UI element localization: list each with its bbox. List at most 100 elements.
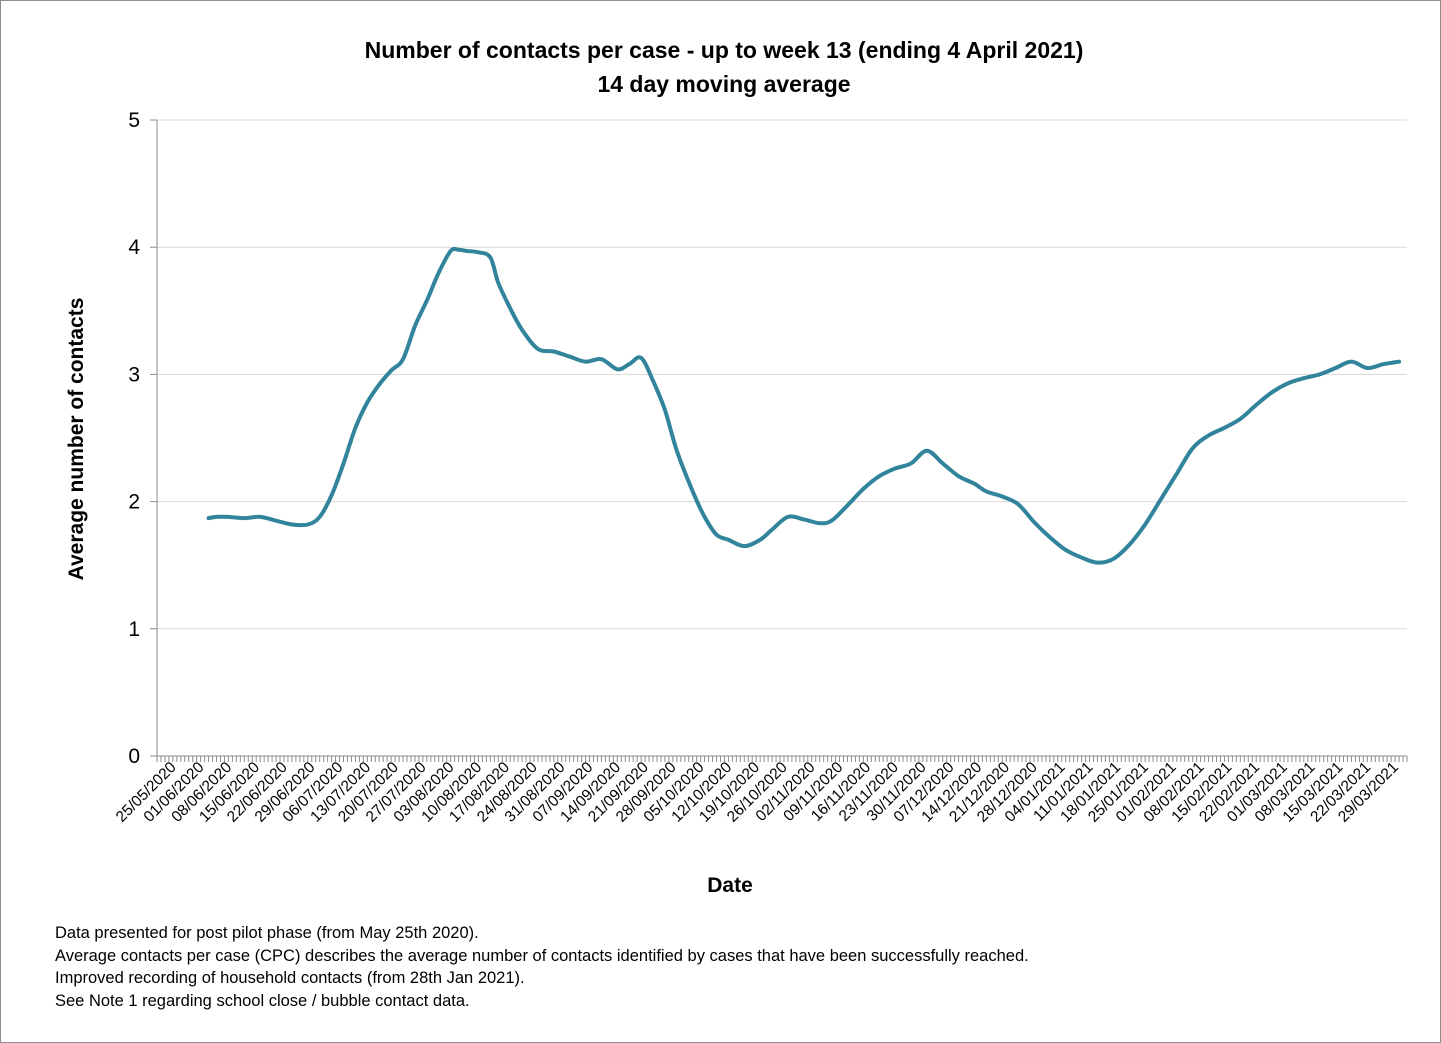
- data-point: [1286, 382, 1290, 385]
- data-point: [770, 528, 774, 531]
- y-tick-label: 5: [128, 109, 140, 132]
- data-point: [1128, 543, 1131, 547]
- data-point: [1080, 556, 1083, 559]
- data-point: [1175, 472, 1179, 475]
- data-point: [258, 515, 262, 519]
- data-point: [786, 515, 790, 519]
- data-point: [215, 515, 218, 519]
- line-chart: Number of contacts per case - up to week…: [65, 37, 1408, 897]
- data-point: [401, 357, 405, 361]
- data-point: [1032, 520, 1036, 524]
- data-point: [318, 515, 321, 519]
- data-point: [508, 307, 512, 310]
- data-point: [520, 328, 524, 332]
- data-point: [330, 494, 333, 497]
- x-axis-title: Date: [707, 874, 753, 897]
- chart-title: Number of contacts per case - up to week…: [365, 37, 1084, 63]
- chart-subtitle: 14 day moving average: [597, 71, 850, 97]
- series-line: [206, 246, 1402, 565]
- data-point: [389, 369, 393, 372]
- data-point: [1143, 523, 1147, 526]
- data-point: [893, 467, 897, 470]
- data-point: [1016, 502, 1020, 506]
- data-point: [413, 324, 417, 328]
- data-point: [1255, 403, 1258, 407]
- data-point: [243, 516, 246, 520]
- data-point: [639, 356, 643, 360]
- data-point: [691, 490, 694, 493]
- footnote: Average contacts per case (CPC) describe…: [55, 946, 1029, 965]
- data-point: [1270, 391, 1274, 394]
- data-point: [1064, 548, 1067, 552]
- y-tick-label: 3: [128, 363, 140, 386]
- data-point: [465, 249, 468, 253]
- data-point: [457, 248, 460, 251]
- data-point: [342, 462, 345, 465]
- data-point: [489, 256, 492, 259]
- data-point: [1048, 536, 1052, 539]
- data-point: [568, 355, 571, 358]
- data-point: [973, 482, 976, 485]
- data-point: [1350, 360, 1353, 363]
- gridlines: [157, 119, 1407, 630]
- data-point: [878, 474, 881, 478]
- data-point: [715, 533, 718, 536]
- data-point: [1334, 366, 1337, 370]
- y-axis-ticks: 0 1 2 3 4 5: [128, 109, 157, 768]
- data-point: [227, 515, 230, 519]
- data-point: [378, 383, 381, 386]
- data-point: [425, 299, 429, 302]
- data-point: [663, 408, 667, 412]
- data-point: [274, 519, 278, 522]
- data-point: [862, 487, 865, 491]
- y-tick-label: 0: [128, 745, 140, 768]
- data-point: [1239, 417, 1242, 421]
- data-point: [207, 516, 210, 520]
- data-point: [1366, 366, 1369, 370]
- data-point: [616, 368, 619, 371]
- data-point: [584, 360, 587, 363]
- data-point: [437, 271, 440, 274]
- data-point: [846, 504, 849, 507]
- data-point: [830, 519, 833, 522]
- data-point: [818, 522, 821, 525]
- data-point: [306, 523, 309, 526]
- footnote: Data presented for post pilot phase (fro…: [55, 924, 479, 942]
- data-point: [925, 449, 929, 452]
- data-point: [449, 249, 452, 253]
- y-tick-label: 2: [128, 491, 140, 514]
- data-point: [703, 515, 706, 519]
- data-point: [1191, 446, 1194, 450]
- data-point: [1302, 377, 1306, 380]
- data-point: [1159, 497, 1163, 501]
- x-axis-ticks: 25/05/202001/06/202008/06/202015/06/2020…: [113, 756, 1408, 826]
- data-point: [727, 538, 730, 541]
- data-point: [366, 401, 369, 404]
- data-point: [290, 523, 294, 526]
- data-point: [1223, 426, 1226, 430]
- data-point: [477, 251, 480, 254]
- data-point: [758, 538, 762, 541]
- footnotes: Data presented for post pilot phase (fro…: [55, 922, 1029, 1012]
- data-point: [957, 474, 960, 478]
- data-point: [497, 281, 500, 285]
- data-point: [941, 462, 944, 465]
- y-axis-title: Average number of contacts: [65, 298, 88, 581]
- data-point: [1318, 373, 1321, 376]
- data-point: [1397, 360, 1401, 363]
- data-point: [909, 462, 913, 465]
- data-point: [552, 350, 556, 353]
- data-point: [1096, 561, 1099, 564]
- data-point: [985, 490, 988, 493]
- data-point: [1001, 495, 1004, 498]
- series-points: [207, 248, 1401, 564]
- y-tick-label: 4: [128, 236, 140, 259]
- footnote: See Note 1 regarding school close / bubb…: [55, 991, 470, 1010]
- data-point: [536, 347, 540, 351]
- data-point: [675, 449, 679, 452]
- data-point: [743, 544, 746, 548]
- data-point: [628, 363, 631, 366]
- data-point: [802, 518, 806, 521]
- y-tick-label: 1: [128, 618, 140, 641]
- data-point: [1207, 434, 1210, 437]
